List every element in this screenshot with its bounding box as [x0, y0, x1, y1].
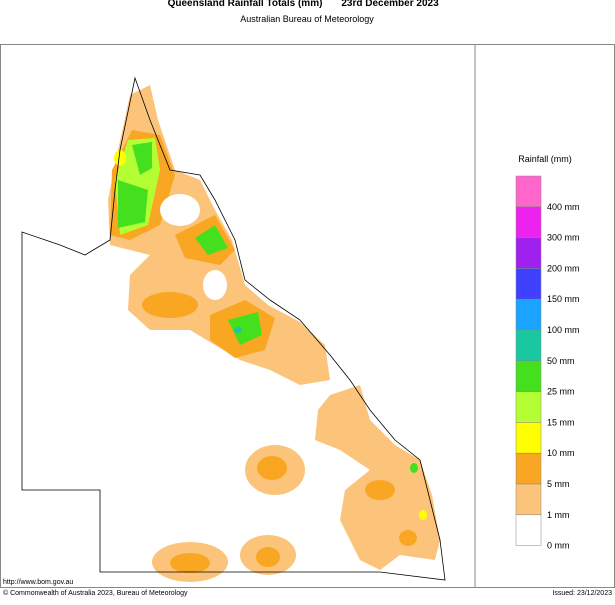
- legend-swatch: [515, 422, 542, 454]
- legend-label: 150 mm: [547, 294, 580, 304]
- legend-label: 5 mm: [547, 479, 570, 489]
- rain-area: [118, 180, 148, 228]
- legend-swatch: [515, 175, 542, 208]
- legend-label: 50 mm: [547, 356, 575, 366]
- rain-area: [228, 312, 262, 345]
- rain-area: [256, 547, 280, 567]
- rain-area: [315, 385, 440, 570]
- map-subtitle: Australian Bureau of Meteorology: [240, 14, 374, 24]
- rain-area: [410, 463, 418, 473]
- legend-label: 15 mm: [547, 417, 575, 427]
- rain-area: [142, 292, 198, 318]
- rain-area: [114, 150, 126, 166]
- legend-swatch: [515, 483, 542, 516]
- rain-area: [170, 553, 210, 573]
- rain-area: [419, 510, 427, 520]
- footer-url: http://www.bom.gov.au: [3, 579, 73, 586]
- rain-area: [257, 456, 287, 480]
- map-title: Queensland Rainfall Totals (mm): [168, 0, 323, 9]
- legend-swatch: [515, 298, 542, 331]
- dry-area: [160, 194, 200, 226]
- legend-swatch: [515, 268, 542, 300]
- rain-area: [132, 142, 152, 175]
- legend-label: 400 mm: [547, 202, 580, 212]
- rain-area: [234, 327, 242, 333]
- legend-swatch: [515, 329, 542, 362]
- legend-label: 300 mm: [547, 233, 580, 243]
- legend-label: 1 mm: [547, 510, 570, 520]
- legend-swatch: [515, 514, 542, 546]
- dry-area: [203, 270, 227, 300]
- rain-areas: [108, 85, 440, 582]
- legend-label: 0 mm: [547, 541, 570, 551]
- queensland-outline: [21, 76, 446, 581]
- legend-swatch: [515, 237, 542, 269]
- legend-swatch: [515, 206, 542, 238]
- legend-swatch: [515, 360, 542, 392]
- rain-area: [399, 530, 417, 546]
- legend-label: 10 mm: [547, 448, 575, 458]
- legend-title: Rainfall (mm): [518, 154, 572, 164]
- footer-copyright: © Commonwealth of Australia 2023, Bureau…: [3, 589, 188, 597]
- legend-swatch: [515, 452, 542, 485]
- rain-area: [195, 225, 228, 255]
- legend-label: 200 mm: [547, 263, 580, 273]
- legend-swatch: [515, 391, 542, 423]
- legend-label: 25 mm: [547, 387, 575, 397]
- rain-area: [365, 480, 395, 500]
- legend-label: 100 mm: [547, 325, 580, 335]
- footer-issued: Issued: 23/12/2023: [552, 590, 612, 597]
- map-date: 23rd December 2023: [341, 0, 439, 9]
